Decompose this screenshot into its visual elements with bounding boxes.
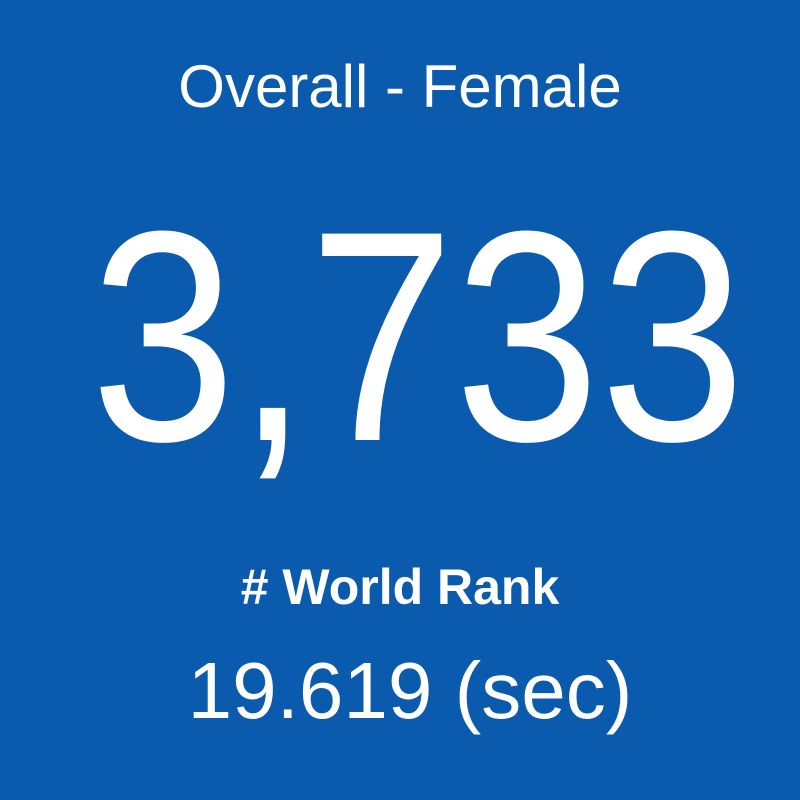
- tile-value: 3,733: [91, 168, 746, 504]
- tile-label: # World Rank: [241, 559, 560, 615]
- tile-title: Overall - Female: [178, 53, 621, 120]
- tile-time: 19.619 (sec): [188, 646, 633, 735]
